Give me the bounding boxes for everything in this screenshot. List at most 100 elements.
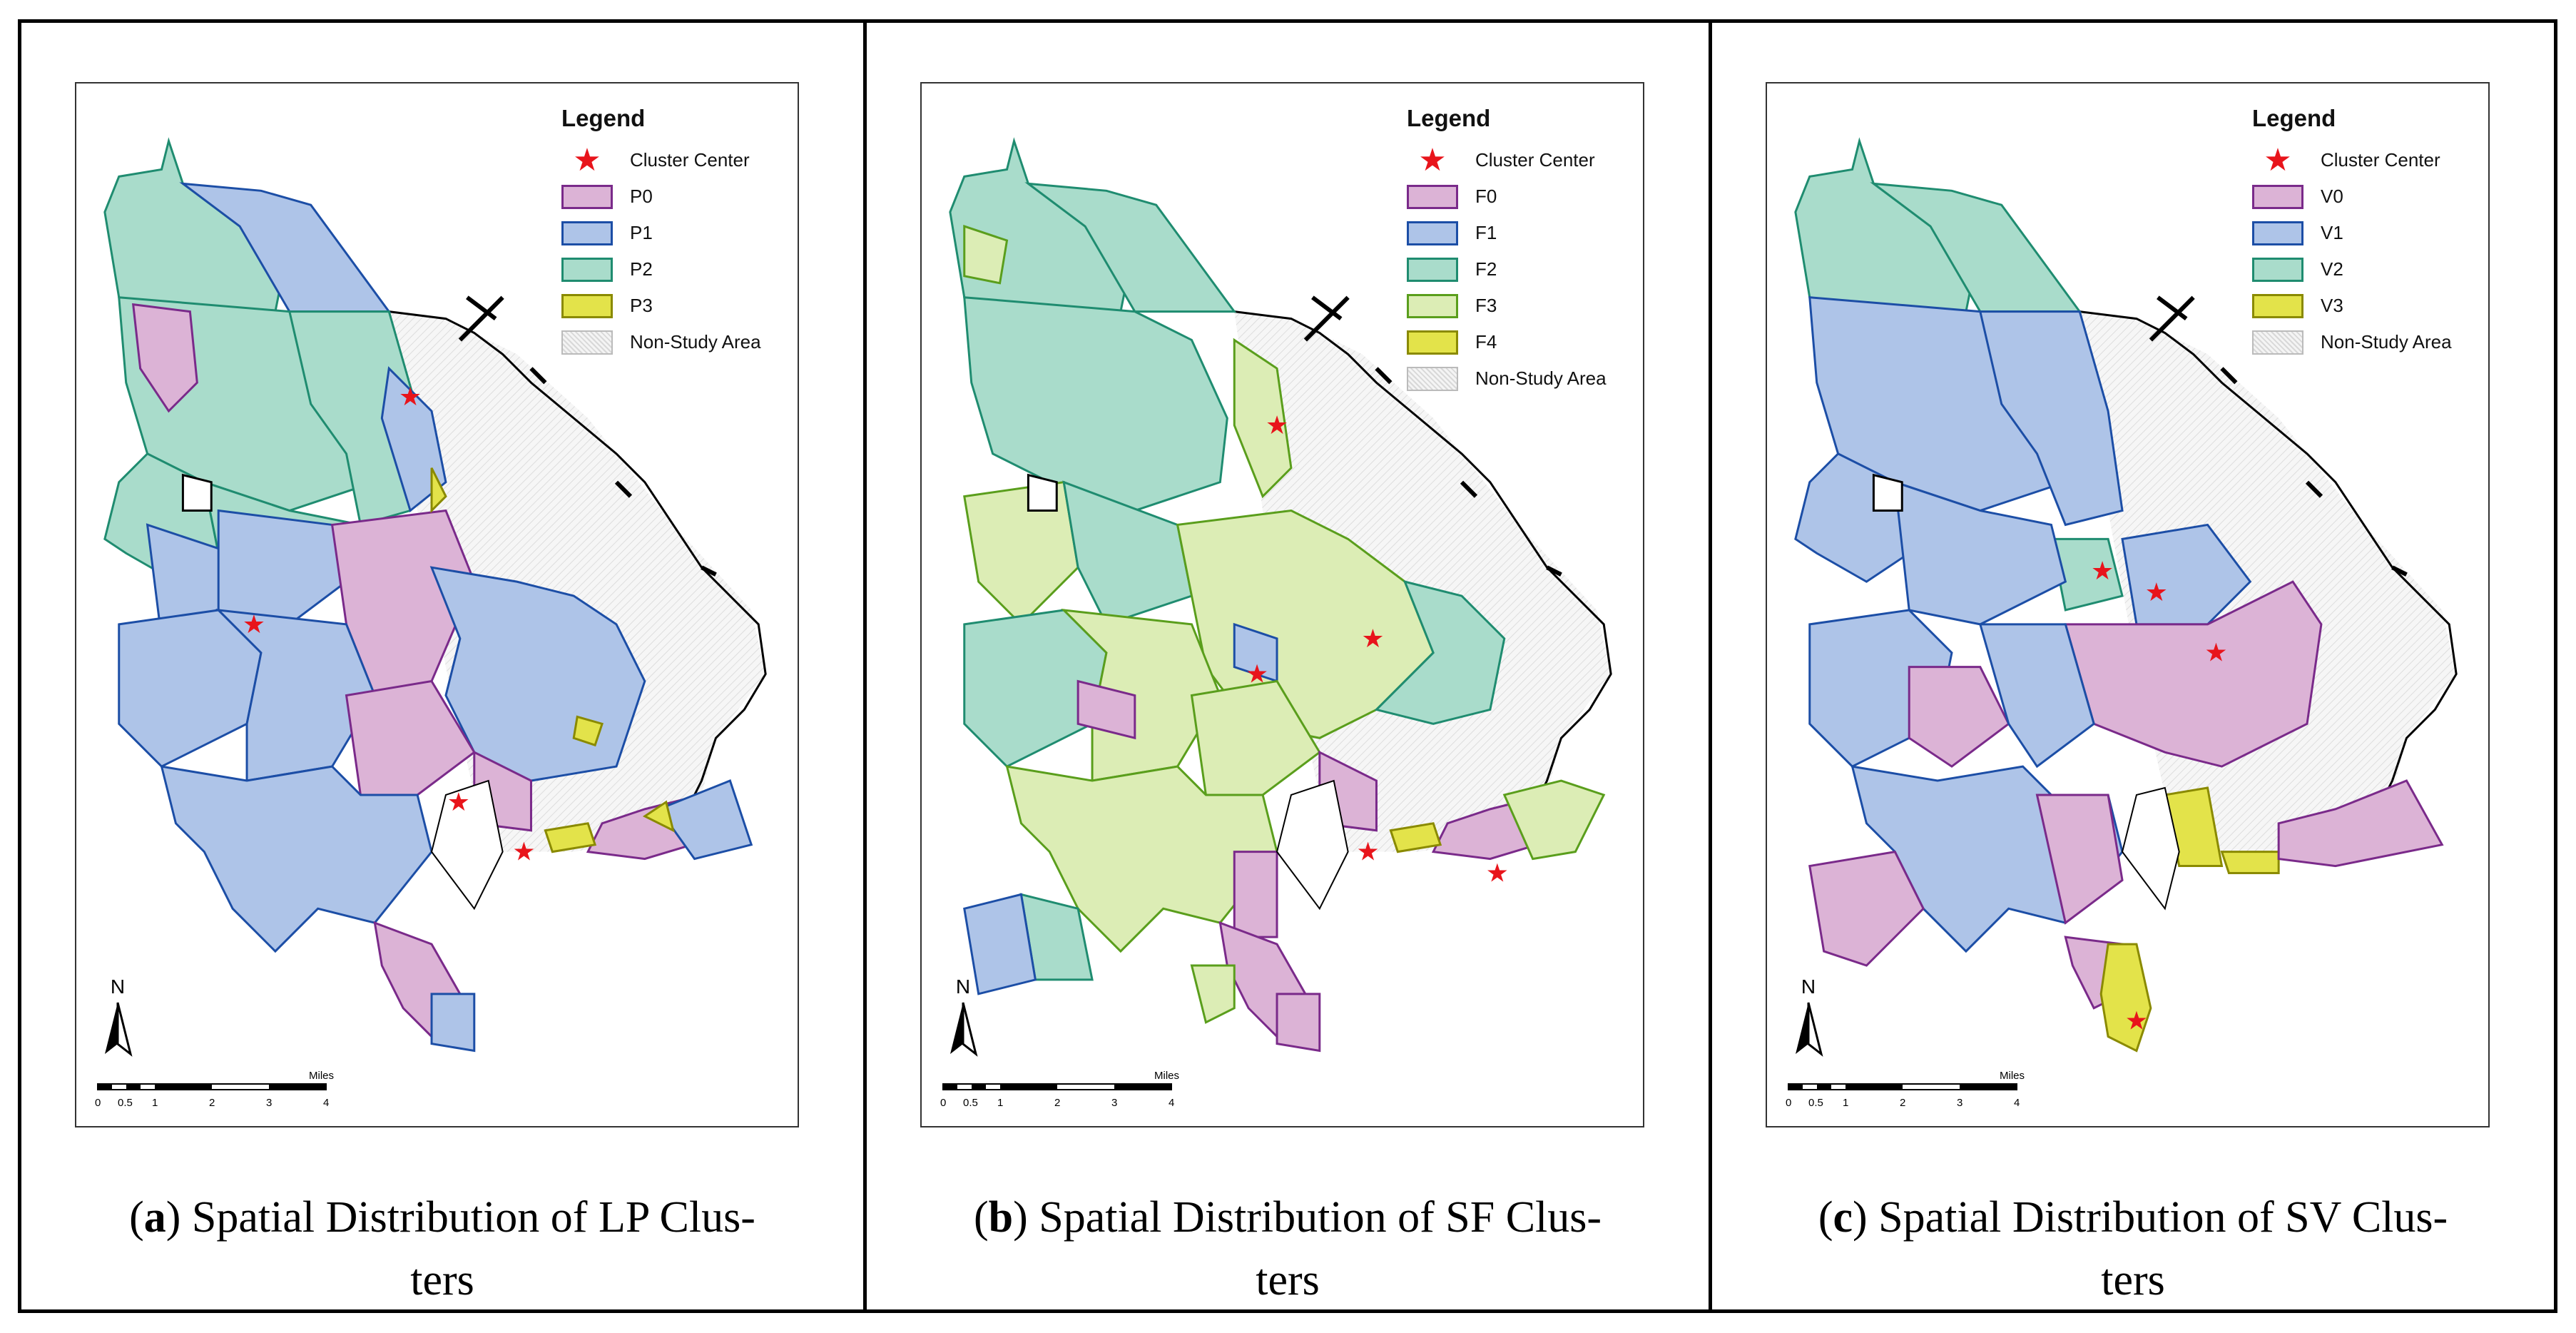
cluster-centers: ★ ★ ★ ★ ★: [1246, 411, 1509, 888]
scale-bar-graphic: [1788, 1083, 2017, 1090]
legend-item-non-study: Non-Study Area: [2252, 324, 2480, 360]
scale-tick: 0.5: [118, 1097, 133, 1109]
legend: Legend ★ Cluster Center F0 F1 F2 F3 F4 No…: [1407, 105, 1635, 397]
swatch-p1: [561, 221, 613, 245]
panel-letter: a: [143, 1193, 166, 1242]
scale-bar-graphic: [97, 1083, 327, 1090]
scale-tick: 2: [209, 1097, 215, 1109]
cluster-center-star: ★: [1356, 838, 1379, 867]
caption: (a) Spatial Distribution of LP Clus- ter…: [21, 1186, 863, 1312]
cluster-center-star: ★: [1266, 411, 1288, 440]
scale-tick: 3: [1111, 1097, 1118, 1109]
legend: Legend ★ Cluster Center V0 V1 V2 V3 Non-S…: [2252, 105, 2480, 360]
north-arrow-icon: [950, 1002, 978, 1057]
legend-item-f3: F3: [1407, 288, 1635, 324]
scale-tick: 1: [152, 1097, 158, 1109]
legend-title: Legend: [1407, 105, 1491, 131]
legend-item-f1: F1: [1407, 215, 1635, 251]
cluster-center-star: ★: [2125, 1007, 2148, 1036]
swatch-v0: [2252, 184, 2303, 209]
coastline: [1234, 310, 1612, 810]
swatch-f3: [1407, 293, 1458, 318]
panel-c: ★ ★ ★ ★ Legend ★ Cluster Center V0 V1 V2 …: [1709, 23, 2554, 1309]
legend-item-v3: V3: [2252, 288, 2480, 324]
cluster-center-star: ★: [399, 382, 422, 412]
scale-bar: 0 0.5 1 2 3 4 Miles: [936, 1070, 1179, 1118]
scale-bar: 0 0.5 1 2 3 4 Miles: [1781, 1070, 2025, 1118]
districts: [949, 137, 1606, 1053]
legend-item-non-study: Non-Study Area: [1407, 360, 1635, 397]
legend-item-f4: F4: [1407, 324, 1635, 360]
scale-tick: 3: [266, 1097, 273, 1109]
legend-item-f2: F2: [1407, 251, 1635, 288]
scale-tick: 0.5: [963, 1097, 978, 1109]
north-arrow-icon: [1796, 1002, 1823, 1057]
swatch-f1: [1407, 221, 1458, 245]
swatch-non-study: [2252, 330, 2303, 355]
map-canvas: ★ ★ ★ ★ ★: [949, 137, 1612, 1053]
swatch-f4: [1407, 330, 1458, 355]
star-icon: ★: [2264, 142, 2292, 178]
scale-unit: Miles: [2000, 1070, 2025, 1082]
legend-item-p1: P1: [561, 215, 790, 251]
pier: [2149, 295, 2408, 577]
scale-unit: Miles: [1154, 1070, 1180, 1082]
scale-unit: Miles: [309, 1070, 335, 1082]
scale-tick: 2: [1900, 1097, 1906, 1109]
north-arrow-icon: [105, 1002, 133, 1057]
caption-line-1: (c) Spatial Distribution of SV Clus-: [1818, 1193, 2448, 1242]
scale-tick: 0.5: [1808, 1097, 1823, 1109]
swatch-f2: [1407, 257, 1458, 282]
legend-item-p2: P2: [561, 251, 790, 288]
caption-line-2: ters: [1256, 1256, 1320, 1304]
pier: [1303, 295, 1562, 577]
scale-tick: 2: [1054, 1097, 1061, 1109]
map-canvas: ★ ★ ★ ★: [1794, 137, 2458, 1053]
cluster-center-star: ★: [1246, 660, 1268, 689]
caption: (c) Spatial Distribution of SV Clus- ter…: [1712, 1186, 2554, 1312]
cluster-center-star: ★: [2145, 578, 2168, 607]
legend-item-cluster-center: ★ Cluster Center: [2252, 142, 2480, 178]
cluster-center-star: ★: [243, 610, 265, 639]
legend-item-p0: P0: [561, 178, 790, 215]
cluster-center-star: ★: [2091, 557, 2114, 586]
swatch-non-study: [1407, 366, 1458, 391]
cluster-center-star: ★: [447, 788, 470, 817]
scale-tick: 0: [95, 1097, 101, 1109]
swatch-v1: [2252, 221, 2303, 245]
legend: Legend ★ Cluster Center P0 P1 P2 P3 Non-S…: [561, 105, 790, 360]
swatch-non-study: [561, 330, 613, 355]
cluster-center-star: ★: [1486, 858, 1509, 888]
north-arrow: N: [1787, 975, 1830, 1061]
panel-b: ★ ★ ★ ★ ★ Legend ★ Cluster Center F0 F1 F…: [863, 23, 1709, 1309]
legend-item-cluster-center: ★ Cluster Center: [1407, 142, 1635, 178]
map-frame: ★ ★ ★ ★ ★ Legend ★ Cluster Center F0 F1 F…: [920, 82, 1644, 1127]
north-arrow: N: [942, 975, 984, 1061]
panel-letter: c: [1833, 1193, 1853, 1242]
panel-letter: b: [988, 1193, 1014, 1242]
legend-item-v0: V0: [2252, 178, 2480, 215]
caption-line-1: (b) Spatial Distribution of SF Clus-: [973, 1193, 1602, 1242]
scale-bar-graphic: [942, 1083, 1172, 1090]
legend-item-non-study: Non-Study Area: [561, 324, 790, 360]
caption: (b) Spatial Distribution of SF Clus- ter…: [867, 1186, 1709, 1312]
legend-title: Legend: [561, 105, 646, 131]
map-canvas: ★ ★ ★ ★: [103, 137, 767, 1053]
cluster-centers: ★ ★ ★ ★: [2091, 557, 2228, 1036]
swatch-v2: [2252, 257, 2303, 282]
scale-tick: 1: [1843, 1097, 1849, 1109]
swatch-p0: [561, 184, 613, 209]
north-arrow: N: [96, 975, 139, 1061]
swatch-p2: [561, 257, 613, 282]
cluster-center-star: ★: [1361, 624, 1384, 654]
map-frame: ★ ★ ★ ★ Legend ★ Cluster Center V0 V1 V2 …: [1766, 82, 2490, 1127]
scale-tick: 4: [1169, 1097, 1175, 1109]
swatch-p3: [561, 293, 613, 318]
districts: [1794, 137, 2444, 1053]
figure-frame: ★ ★ ★ ★ Legend ★ Cluster Center P0 P1 P2 …: [18, 19, 2557, 1313]
scale-tick: 0: [940, 1097, 947, 1109]
caption-line-2: ters: [410, 1256, 474, 1304]
legend-item-p3: P3: [561, 288, 790, 324]
legend-item-f0: F0: [1407, 178, 1635, 215]
scale-tick: 4: [2014, 1097, 2020, 1109]
